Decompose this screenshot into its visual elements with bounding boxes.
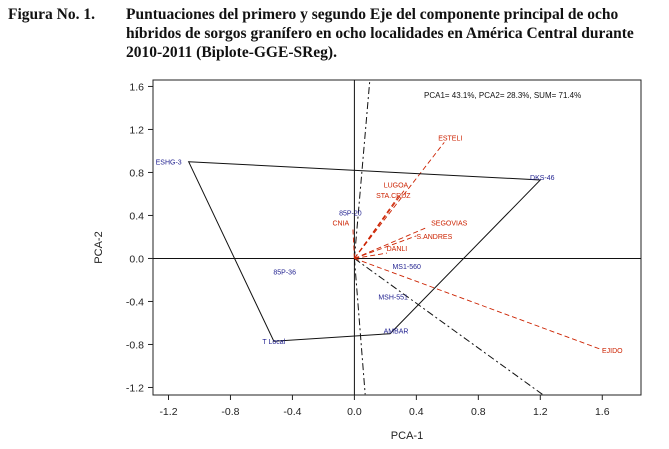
- environment-vector: [352, 227, 355, 259]
- genotype-label: T Local: [262, 339, 285, 346]
- environment-label: SEGOVIAS: [431, 220, 468, 227]
- x-tick-label: -0.8: [221, 406, 239, 418]
- sector-ray: [354, 258, 543, 395]
- genotype-label: DKS-46: [530, 175, 555, 182]
- x-tick-label: -0.4: [283, 406, 301, 418]
- environment-label: LUGOA: [384, 183, 409, 190]
- genotype-label: MS1-560: [392, 264, 421, 271]
- genotype-label: ESHG-3: [156, 160, 182, 167]
- genotype-label: 85P-20: [339, 210, 362, 217]
- environment-vector: [354, 194, 400, 259]
- sector-ray: [353, 258, 366, 395]
- environment-vector: [354, 258, 603, 351]
- plot-frame: [152, 79, 642, 396]
- environment-label: EJIDO: [602, 348, 623, 355]
- y-axis-label: PCA-2: [93, 231, 105, 263]
- x-tick-label: 1.2: [533, 406, 548, 418]
- y-tick-label: -0.8: [126, 339, 144, 351]
- x-tick-label: -1.2: [159, 406, 177, 418]
- environment-label: S.ANDRES: [416, 234, 452, 241]
- environment-label: CNIA: [332, 220, 349, 227]
- x-tick-label: 0.4: [409, 406, 424, 418]
- y-tick-label: -0.4: [126, 296, 144, 308]
- x-axis-label: PCA-1: [391, 430, 423, 442]
- genotype-label: 85P-36: [273, 270, 296, 277]
- y-tick-label: 1.6: [129, 81, 144, 93]
- environment-label: ESTELI: [438, 135, 462, 142]
- environment-vector: [354, 235, 417, 259]
- caption-text: Puntuaciones del primero y segundo Eje d…: [126, 6, 634, 61]
- x-tick-label: 1.6: [595, 406, 610, 418]
- variance-annotation: PCA1= 43.1%, PCA2= 28.3%, SUM= 71.4%: [424, 91, 581, 100]
- x-tick-label: 0.0: [347, 406, 362, 418]
- y-tick-label: 0.8: [129, 167, 144, 179]
- environment-vector: [354, 142, 445, 259]
- environment-label: DANLI: [387, 246, 408, 253]
- y-tick-label: 1.2: [129, 124, 144, 136]
- environment-vector: [354, 226, 428, 259]
- sector-ray: [353, 80, 371, 259]
- caption-label: Figura No. 1.: [8, 6, 95, 23]
- y-tick-label: 0.0: [129, 253, 144, 265]
- convex-hull-polygon: [187, 161, 542, 342]
- environment-vector: [354, 190, 405, 259]
- genotype-label: MSH-551: [378, 294, 408, 301]
- environment-vector: [354, 252, 388, 259]
- environment-label: STA.CRUZ: [376, 193, 411, 200]
- y-tick-label: -1.2: [126, 382, 144, 394]
- y-tick-label: 0.4: [129, 210, 144, 222]
- genotype-label: AMBAR: [384, 329, 409, 336]
- x-tick-label: 0.8: [471, 406, 486, 418]
